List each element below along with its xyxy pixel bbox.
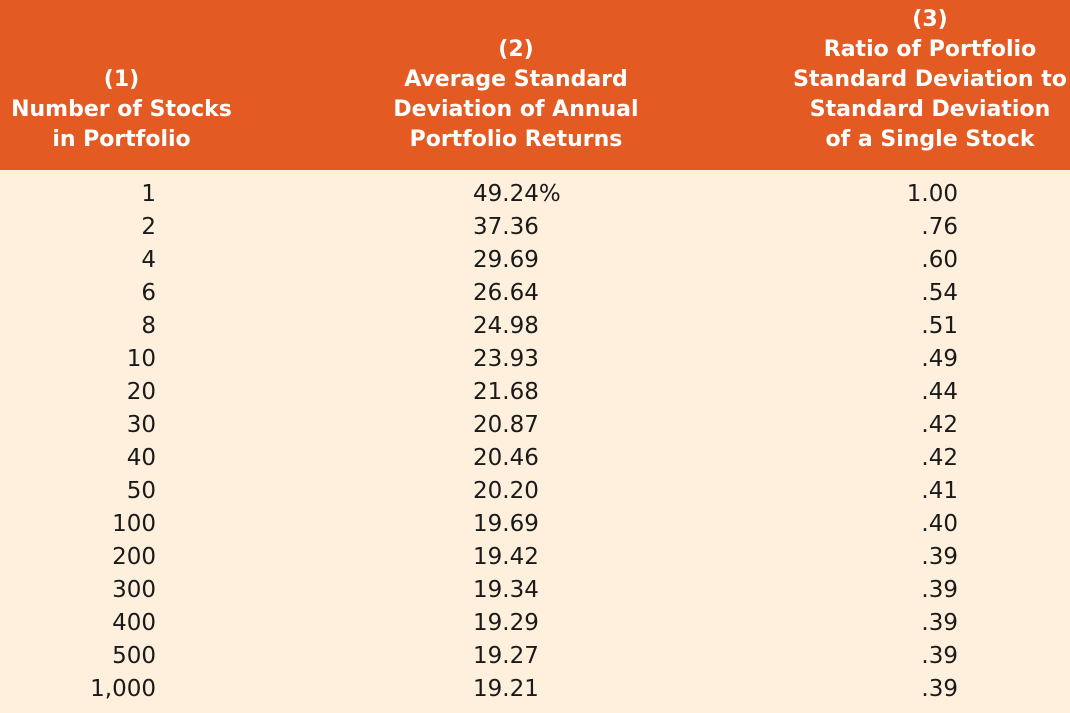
cell-average-std-dev: 23.93	[473, 346, 539, 372]
header-line: Deviation of Annual	[393, 97, 639, 122]
cell-average-std-dev: 19.21	[473, 676, 539, 702]
cell-ratio: .40	[921, 511, 958, 537]
cell-ratio: .51	[921, 313, 958, 339]
cell-ratio: .42	[921, 412, 958, 438]
header-line: in Portfolio	[52, 127, 191, 152]
cell-average-std-dev: 24.98	[473, 313, 539, 339]
header-number-of-stocks: (1) Number of Stocks in Portfolio	[0, 65, 243, 155]
cell-ratio: .49	[921, 346, 958, 372]
cell-average-std-dev: 49.24%	[473, 181, 561, 207]
cell-ratio: .76	[921, 214, 958, 240]
cell-number-of-stocks: 6	[141, 280, 156, 306]
table-row: 500 19.27 .39	[0, 640, 1070, 673]
cell-number-of-stocks: 500	[112, 643, 156, 669]
header-ratio-of-standard-deviation: (3) Ratio of Portfolio Standard Deviatio…	[790, 5, 1070, 155]
cell-ratio: .42	[921, 445, 958, 471]
cell-number-of-stocks: 40	[126, 445, 156, 471]
header-line: Ratio of Portfolio	[823, 37, 1037, 62]
table-row: 10 23.93 .49	[0, 343, 1070, 376]
table-row: 1 49.24% 1.00	[0, 178, 1070, 211]
header-line: (2)	[498, 37, 534, 62]
table-row: 40 20.46 .42	[0, 442, 1070, 475]
cell-number-of-stocks: 10	[126, 346, 156, 372]
cell-ratio: .60	[921, 247, 958, 273]
cell-number-of-stocks: 300	[112, 577, 156, 603]
table-row: 30 20.87 .42	[0, 409, 1070, 442]
table-row: 20 21.68 .44	[0, 376, 1070, 409]
cell-number-of-stocks: 1	[141, 181, 156, 207]
cell-average-std-dev: 20.46	[473, 445, 539, 471]
table-body: 1 49.24% 1.00 2 37.36 .76 4 29.69 .60 6 …	[0, 170, 1070, 713]
cell-ratio: .39	[921, 676, 958, 702]
table-row: 400 19.29 .39	[0, 607, 1070, 640]
header-line: (3)	[912, 7, 948, 32]
cell-ratio: .39	[921, 610, 958, 636]
cell-number-of-stocks: 200	[112, 544, 156, 570]
table-row: 2 37.36 .76	[0, 211, 1070, 244]
cell-ratio: .41	[921, 478, 958, 504]
table-row: 1,000 19.21 .39	[0, 673, 1070, 706]
cell-ratio: .44	[921, 379, 958, 405]
cell-average-std-dev: 19.29	[473, 610, 539, 636]
cell-number-of-stocks: 8	[141, 313, 156, 339]
cell-average-std-dev: 19.27	[473, 643, 539, 669]
cell-average-std-dev: 19.69	[473, 511, 539, 537]
header-line: of a Single Stock	[825, 127, 1035, 152]
cell-average-std-dev: 29.69	[473, 247, 539, 273]
table-row: 8 24.98 .51	[0, 310, 1070, 343]
header-line: Standard Deviation	[809, 97, 1051, 122]
cell-number-of-stocks: 20	[126, 379, 156, 405]
header-line: Average Standard	[404, 67, 628, 92]
cell-average-std-dev: 19.42	[473, 544, 539, 570]
cell-ratio: .39	[921, 544, 958, 570]
table-header: (1) Number of Stocks in Portfolio (2) Av…	[0, 0, 1070, 170]
cell-average-std-dev: 20.87	[473, 412, 539, 438]
cell-number-of-stocks: 2	[141, 214, 156, 240]
cell-ratio: 1.00	[906, 181, 958, 207]
cell-average-std-dev: 19.34	[473, 577, 539, 603]
cell-number-of-stocks: 400	[112, 610, 156, 636]
cell-ratio: .39	[921, 643, 958, 669]
header-line: Standard Deviation to	[793, 67, 1067, 92]
cell-average-std-dev: 21.68	[473, 379, 539, 405]
cell-number-of-stocks: 1,000	[90, 676, 156, 702]
table-row: 300 19.34 .39	[0, 574, 1070, 607]
cell-number-of-stocks: 100	[112, 511, 156, 537]
header-line: Portfolio Returns	[409, 127, 623, 152]
cell-ratio: .39	[921, 577, 958, 603]
cell-ratio: .54	[921, 280, 958, 306]
cell-number-of-stocks: 50	[126, 478, 156, 504]
table-row: 4 29.69 .60	[0, 244, 1070, 277]
table-row: 6 26.64 .54	[0, 277, 1070, 310]
table-row: 100 19.69 .40	[0, 508, 1070, 541]
table-row: 200 19.42 .39	[0, 541, 1070, 574]
cell-average-std-dev: 37.36	[473, 214, 539, 240]
cell-average-std-dev: 26.64	[473, 280, 539, 306]
table-row: 50 20.20 .41	[0, 475, 1070, 508]
header-average-standard-deviation: (2) Average Standard Deviation of Annual…	[385, 35, 647, 155]
cell-average-std-dev: 20.20	[473, 478, 539, 504]
header-line: (1)	[103, 67, 140, 92]
cell-number-of-stocks: 4	[141, 247, 156, 273]
header-line: Number of Stocks	[11, 97, 232, 122]
cell-number-of-stocks: 30	[126, 412, 156, 438]
